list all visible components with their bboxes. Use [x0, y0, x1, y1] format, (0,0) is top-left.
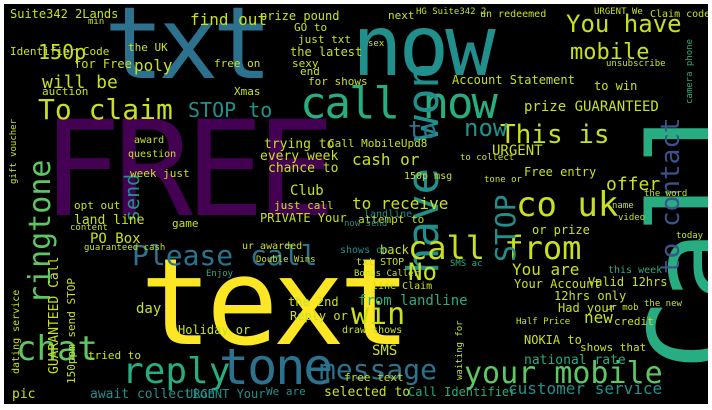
- word: game: [172, 218, 199, 229]
- word: STOP: [492, 195, 520, 262]
- word: shows on: [340, 246, 388, 256]
- word: Bonus Caller: [354, 270, 419, 279]
- word: Valid 12hrs: [588, 276, 667, 288]
- word: line Claim: [372, 282, 432, 292]
- word: national rate: [524, 354, 626, 367]
- word: unsubscribe: [606, 60, 666, 69]
- word: waiting for: [456, 320, 465, 380]
- word: just txt: [298, 34, 351, 45]
- word: sex: [368, 40, 384, 49]
- word: Half Price: [516, 318, 570, 327]
- word: the UK: [128, 42, 168, 53]
- word: To claim: [38, 96, 173, 124]
- word: just call: [274, 200, 334, 211]
- word: content: [70, 224, 108, 233]
- word: un redeemed: [480, 10, 546, 20]
- word: opt out: [74, 200, 120, 211]
- word: Free entry: [524, 166, 596, 178]
- word: Club: [290, 184, 324, 198]
- word: today: [676, 232, 703, 241]
- word: draw shows: [342, 326, 402, 336]
- word: trying to: [264, 138, 334, 151]
- word: for shows: [308, 76, 368, 87]
- word: the word: [644, 190, 687, 199]
- word: txt STOP: [356, 258, 404, 268]
- word: free text: [344, 372, 404, 383]
- word: shows that: [580, 342, 646, 353]
- word: tone or: [484, 176, 522, 185]
- word: from landline: [358, 294, 468, 308]
- word: HG Suite342 2: [416, 8, 486, 17]
- word: PRIVATE Your: [260, 212, 347, 224]
- word: Double Wins: [256, 256, 316, 265]
- word: video: [618, 214, 645, 223]
- word: name: [612, 202, 634, 211]
- word: this week: [608, 266, 662, 276]
- word: selected to: [324, 386, 410, 399]
- word: GUARANTEED Call: [48, 257, 61, 374]
- word: find out: [190, 12, 267, 28]
- word: for Free: [74, 58, 132, 70]
- word: ur awarded: [242, 242, 302, 252]
- word: min: [88, 18, 104, 27]
- word: the 2nd: [288, 296, 339, 308]
- word: day: [136, 302, 161, 316]
- word: or prize: [532, 224, 590, 236]
- word: SMS: [372, 344, 397, 358]
- word: Claim code: [650, 10, 708, 20]
- word: ur mob: [606, 304, 639, 313]
- word: Call Identifier: [408, 386, 516, 398]
- word: now: [464, 116, 507, 140]
- word: the new: [644, 300, 682, 309]
- word: Holiday or: [178, 324, 250, 336]
- word: GO to: [294, 22, 327, 33]
- word: gift voucher: [10, 119, 19, 184]
- word: Enjoy: [206, 270, 233, 279]
- word: URGENT We: [594, 8, 643, 17]
- word: question: [128, 150, 176, 160]
- word: free on: [214, 58, 260, 69]
- word: to collect: [460, 154, 514, 163]
- word: STOP to: [188, 100, 272, 120]
- word: next: [388, 10, 415, 21]
- word: week just: [130, 168, 190, 179]
- word: auction: [42, 86, 88, 97]
- word: co uk: [516, 188, 618, 222]
- word: to win: [594, 80, 637, 92]
- word: credit: [614, 316, 654, 327]
- word: award: [134, 136, 164, 146]
- word: SMS ac: [450, 260, 483, 269]
- word: NOKIA to: [524, 334, 582, 346]
- word: customer service: [508, 381, 662, 397]
- word: Call MobileUpd8: [328, 138, 427, 149]
- word: cash or: [352, 152, 419, 168]
- word: dating service: [12, 290, 22, 374]
- word: camera phone: [686, 39, 695, 104]
- word: Xmas: [234, 86, 261, 97]
- word: prize GUARANTEED: [524, 100, 659, 114]
- word: 150p msg: [404, 172, 452, 182]
- word: tried to: [88, 350, 141, 361]
- word: now send: [344, 220, 387, 229]
- word: pic: [12, 388, 35, 401]
- word-cloud: FREE text Call txt now call now tone Ple…: [4, 4, 708, 404]
- word: Identifier Code: [10, 46, 109, 57]
- word: chance to: [268, 162, 338, 175]
- word: guaranteed cash: [84, 244, 165, 253]
- word: Reply or: [290, 310, 348, 322]
- word: 150ppm send STOP: [66, 278, 77, 384]
- word: poly: [134, 58, 173, 74]
- word: We are: [266, 386, 306, 397]
- word: You are: [512, 262, 579, 278]
- word: Account Statement: [452, 74, 575, 86]
- word: URGENT Your: [186, 388, 265, 400]
